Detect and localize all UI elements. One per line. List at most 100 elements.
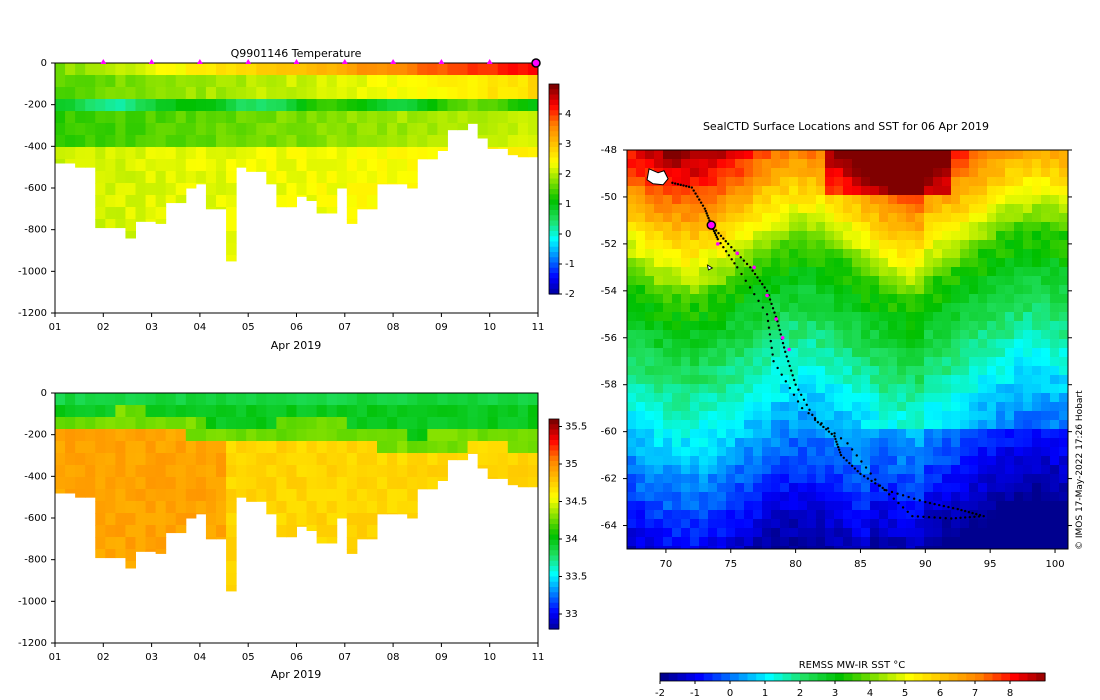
sst-cell [735, 276, 745, 286]
sst-cell [960, 222, 970, 232]
sst-cell [915, 429, 925, 439]
temperature-cell [276, 171, 287, 184]
sst-cell [690, 222, 700, 232]
sst-cell [951, 366, 961, 376]
temperature-cell [85, 135, 96, 148]
temperature-cell [457, 87, 469, 100]
salinity-cell [417, 453, 428, 466]
salinity-cell [145, 489, 157, 502]
sst-cell [915, 240, 925, 250]
sst-cell [780, 528, 790, 538]
sst-cell [816, 510, 826, 520]
temperature-cell [387, 159, 398, 172]
sst-cell [942, 267, 952, 277]
temperature-cell [377, 147, 388, 160]
sst-cell [834, 249, 844, 259]
temperature-cell [246, 63, 257, 76]
temperature-cell [397, 63, 408, 76]
sst-cell [906, 393, 916, 403]
sst-cell [978, 168, 988, 178]
salinity-cell [387, 405, 398, 418]
sst-cell [798, 474, 808, 484]
salinity-cell [135, 453, 147, 466]
salinity-cell [115, 513, 126, 526]
sst-cell [717, 204, 727, 214]
sst-colorbar-swatch [800, 673, 810, 681]
colorbar-swatch [549, 173, 559, 180]
sst-cell [915, 492, 925, 502]
track-dot [874, 478, 877, 481]
sst-cell [1050, 483, 1060, 493]
sst-cell [654, 492, 664, 502]
sst-cell [663, 402, 673, 412]
sst-cell [1014, 285, 1024, 295]
salinity-cell [397, 489, 408, 502]
sst-cell [834, 267, 844, 277]
sst-cell [870, 465, 880, 475]
track-dot [727, 254, 731, 257]
sst-cell [861, 465, 871, 475]
sst-map-panel: SealCTD Surface Locations and SST for 06… [601, 120, 1085, 699]
sst-cell [771, 474, 781, 484]
sst-cell [1032, 519, 1042, 529]
sst-cell [861, 303, 871, 313]
sst-cell [780, 492, 790, 502]
sst-cell [627, 330, 637, 340]
sst-colorbar-swatch [940, 673, 950, 681]
sst-cell [717, 222, 727, 232]
sst-cell [789, 492, 799, 502]
sst-cell [699, 492, 709, 502]
track-dot [973, 515, 976, 519]
temperature-cell [135, 159, 147, 172]
sst-cell [690, 303, 700, 313]
sst-cell [897, 510, 907, 520]
salinity-cell [175, 513, 187, 526]
temperature-cell [296, 75, 308, 88]
temperature-cell [377, 99, 388, 112]
sst-cell [852, 456, 862, 466]
salinity-cell [95, 453, 106, 466]
sst-cell [888, 510, 898, 520]
sst-cell [744, 375, 754, 385]
sst-cell [816, 285, 826, 295]
sst-cell [663, 267, 673, 277]
temperature-cell [125, 207, 136, 220]
sst-cell [834, 168, 844, 178]
sst-cell [1014, 177, 1024, 187]
sst-cell [663, 321, 673, 331]
sst-cell [879, 213, 889, 223]
sst-cell [834, 402, 844, 412]
track-dot [805, 403, 808, 407]
salinity-cell [437, 429, 448, 442]
sst-cell [645, 303, 655, 313]
sst-cell [888, 456, 898, 466]
sst-cell [744, 537, 754, 547]
sst-cell [744, 177, 754, 187]
sst-cell [744, 492, 754, 502]
sst-cell [924, 519, 934, 529]
temperature-cell [55, 99, 66, 112]
salinity-cell [316, 489, 328, 502]
salinity-cell [457, 393, 469, 406]
sst-cell [690, 258, 700, 268]
temperature-cells [55, 63, 538, 262]
sst-cell [762, 519, 772, 529]
profile-marker [100, 59, 107, 64]
salinity-cell [306, 453, 318, 466]
sst-cell [654, 285, 664, 295]
sst-cell [861, 384, 871, 394]
sst-cell [789, 213, 799, 223]
sst-cell [861, 330, 871, 340]
sst-cell [654, 321, 664, 331]
track-dot [916, 515, 920, 518]
sst-cell [753, 348, 763, 358]
salinity-cell [256, 417, 267, 430]
sst-cell [906, 204, 916, 214]
sst-cell [915, 204, 925, 214]
sst-cell [1059, 204, 1068, 214]
sst-cell [771, 546, 781, 549]
sst-cell [861, 204, 871, 214]
sst-cell [870, 411, 880, 421]
sst-cell [825, 474, 835, 484]
sst-cell [807, 249, 817, 259]
